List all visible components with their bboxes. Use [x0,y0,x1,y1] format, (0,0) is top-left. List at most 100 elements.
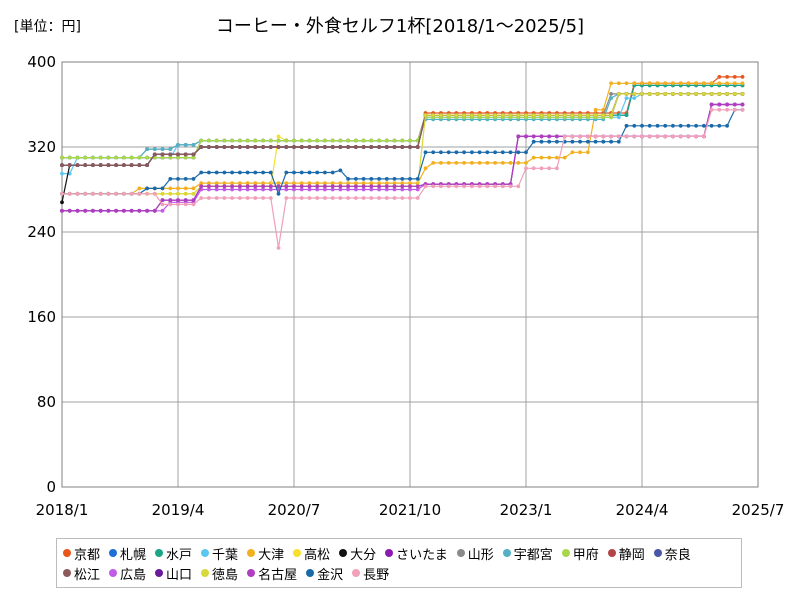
data-point [725,75,729,79]
legend-label: 山形 [467,547,494,563]
data-point [323,181,327,186]
data-point [261,187,265,192]
data-point [230,196,235,200]
data-point [384,177,389,181]
data-point [315,184,320,189]
data-point [230,184,235,189]
legend: 京都 札幌 水戸 千葉 大津 高松 大分 さいたま 山形 宇都宮 甲府 静岡 奈良 松江 広島 山口 徳島 名古屋… [56,538,742,588]
data-point [462,184,466,189]
data-point [222,145,227,149]
data-point [539,139,544,144]
data-point [508,150,513,155]
data-point [346,184,350,189]
series-19 [60,107,745,250]
data-point [725,102,729,107]
data-point [462,150,466,155]
data-point [624,92,629,96]
data-point [261,145,265,149]
data-point [346,138,350,143]
data-point [238,170,242,175]
data-point [609,113,613,117]
data-point [238,138,242,143]
data-point [500,113,505,117]
data-point [137,186,142,191]
data-point [601,107,606,112]
data-point [725,123,729,128]
data-point [207,187,211,192]
data-point [725,107,729,112]
data-point [477,161,482,165]
data-point [377,187,381,192]
unit-label: [単位：円] [14,19,81,35]
data-point [624,81,629,86]
data-point [245,196,250,200]
data-point [671,123,675,128]
data-point [60,200,64,205]
data-point [392,181,397,186]
data-point [586,150,590,155]
data-point [408,138,412,143]
data-point [400,138,405,143]
data-point [531,139,536,144]
data-point [400,177,405,181]
legend-swatch [306,569,315,577]
legend-label: 長野 [363,567,390,583]
data-point [168,186,173,191]
data-point [717,123,722,128]
legend-item: 山形 [456,543,494,563]
data-point [60,163,64,168]
data-point [477,113,482,117]
data-point [593,113,598,117]
data-point [694,92,698,96]
data-point [377,184,381,189]
data-point [547,155,552,160]
data-point [276,191,281,196]
data-point [601,134,606,139]
data-point [539,113,544,117]
data-point [361,184,366,189]
series-layer [60,75,745,250]
data-point [106,163,111,168]
data-point [384,145,389,149]
data-point [191,202,196,207]
data-point [655,92,660,96]
data-point [276,181,281,186]
data-point [740,92,745,96]
data-point [307,181,312,186]
data-point [601,139,606,144]
data-point [168,202,173,207]
data-point [709,102,714,107]
data-point [369,138,374,143]
data-point [114,155,118,160]
x-tick-label: 2019/4 [152,501,205,519]
data-point [253,170,258,175]
data-point [276,138,281,143]
data-point [91,155,95,160]
data-point [570,139,575,144]
data-point [168,147,173,152]
data-point [400,196,405,200]
data-point [191,191,196,196]
data-point [647,123,652,128]
data-point [732,81,737,86]
legend-item: 松江 [63,563,100,583]
data-point [315,138,320,143]
data-point [555,166,559,171]
data-point [137,208,142,213]
data-point [315,187,320,192]
data-point [709,81,714,86]
data-point [230,145,235,149]
data-point [276,134,281,139]
data-point [60,171,64,176]
data-point [454,150,459,155]
data-point [609,81,613,86]
data-point [207,184,211,189]
data-point [531,155,536,160]
data-point [152,152,157,157]
data-point [330,184,335,189]
data-point [624,134,629,139]
legend-item: さいたま [385,543,448,563]
legend-item: 奈良 [653,543,691,563]
data-point [725,81,729,86]
data-point [547,139,552,144]
